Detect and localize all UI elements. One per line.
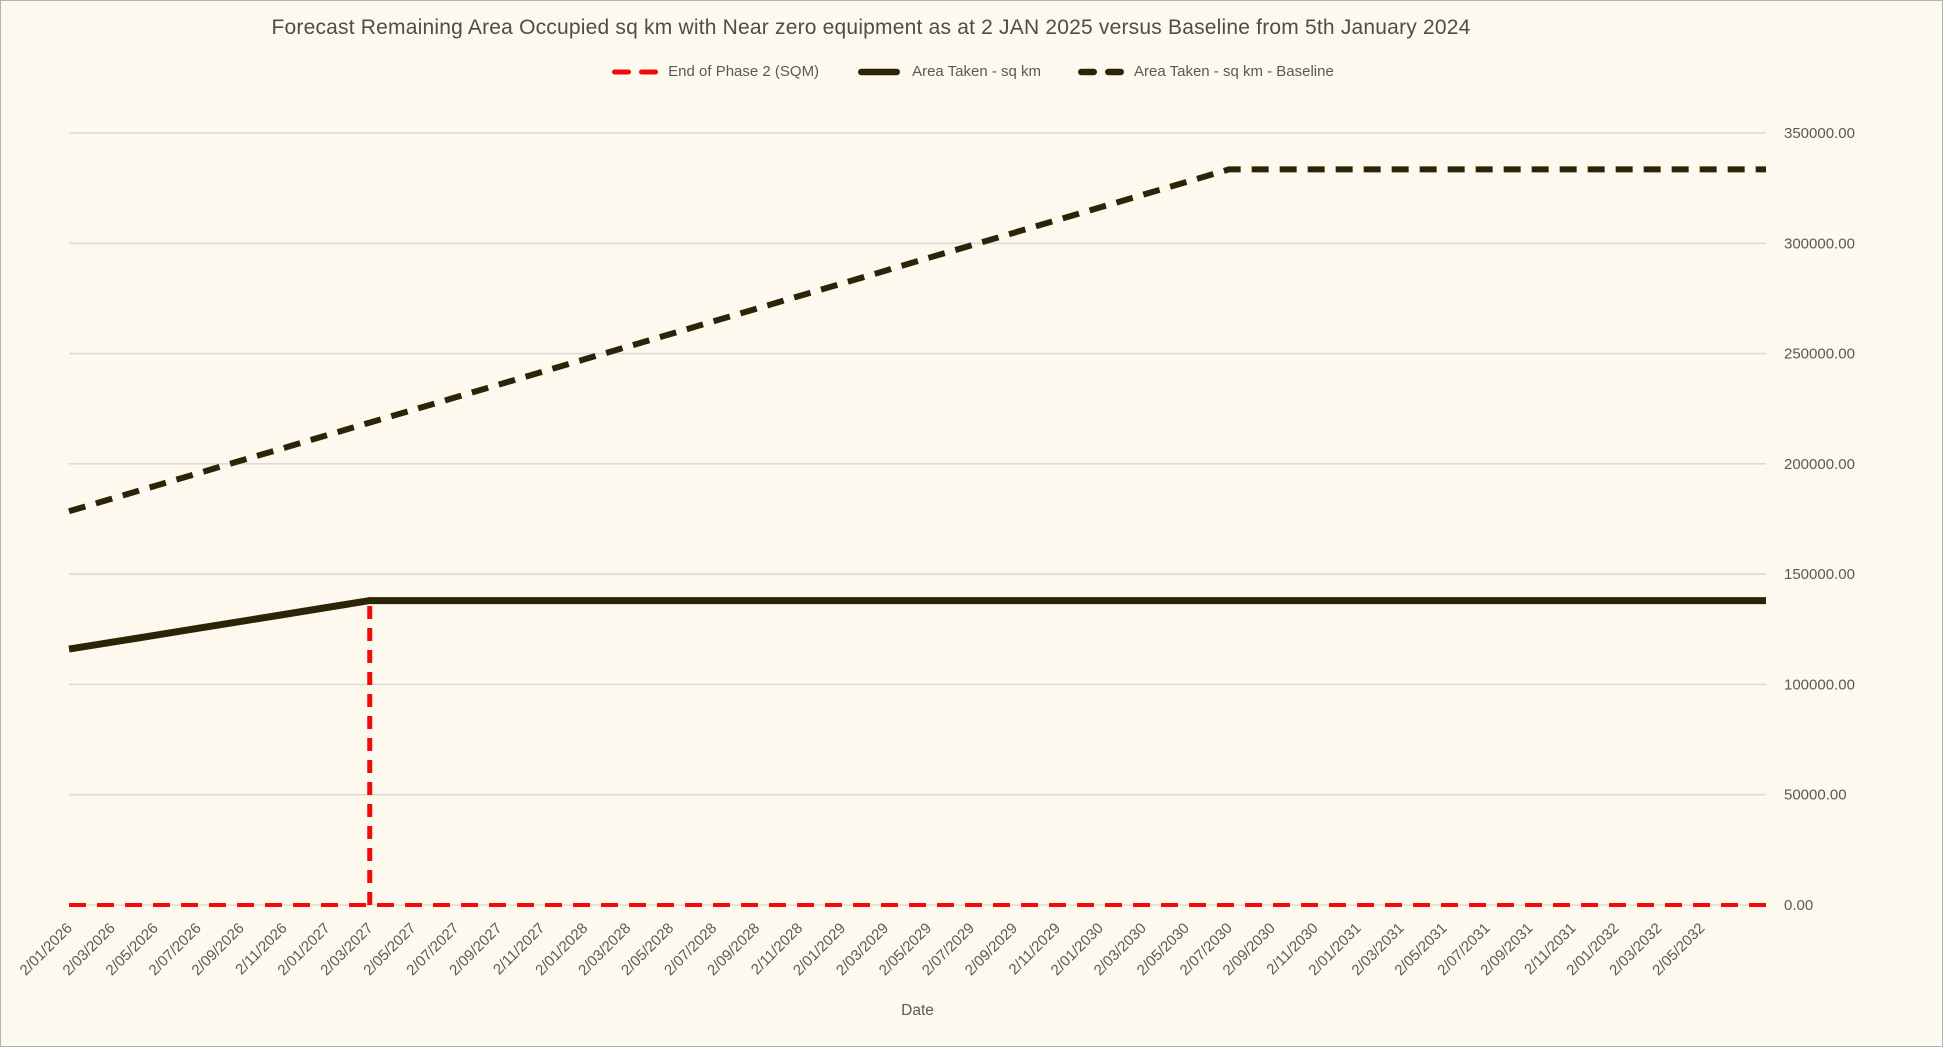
dashed-line-marker-icon — [1078, 68, 1125, 75]
series-area-taken-sq-km-line — [68, 597, 1766, 653]
legend: End of Phase 2 (SQM) Area Taken - sq km Ar… — [1, 63, 1943, 80]
legend-item: Area Taken - sq km - Baseline — [1077, 63, 1334, 80]
y-axis-tick-label: 350000.00 — [1784, 125, 1855, 142]
solid-line-marker-icon — [858, 68, 901, 75]
legend-item-label: Area Taken - sq km — [912, 63, 1042, 80]
legend-item-label: Area Taken - sq km - Baseline — [1134, 63, 1334, 80]
legend-item: End of Phase 2 (SQM) — [611, 63, 819, 80]
chart-title: Forecast Remaining Area Occupied sq km w… — [271, 16, 1471, 39]
series-area-taken-sq-km-baseline-line — [68, 166, 1766, 515]
y-axis-tick-label: 300000.00 — [1784, 235, 1855, 252]
x-axis-title: Date — [901, 1002, 934, 1019]
y-axis-tick-label: 100000.00 — [1784, 676, 1855, 693]
dashed-line-marker-icon — [612, 69, 659, 74]
y-axis-tick-label: 150000.00 — [1784, 566, 1855, 583]
y-axis-tick-label: 250000.00 — [1784, 346, 1855, 363]
y-axis-tick-label: 200000.00 — [1784, 456, 1855, 473]
legend-item: Area Taken - sq km — [855, 63, 1041, 80]
y-axis-tick-label: 50000.00 — [1784, 787, 1847, 804]
legend-item-label: End of Phase 2 (SQM) — [668, 63, 820, 80]
y-axis-tick-label: 0.00 — [1784, 897, 1813, 914]
